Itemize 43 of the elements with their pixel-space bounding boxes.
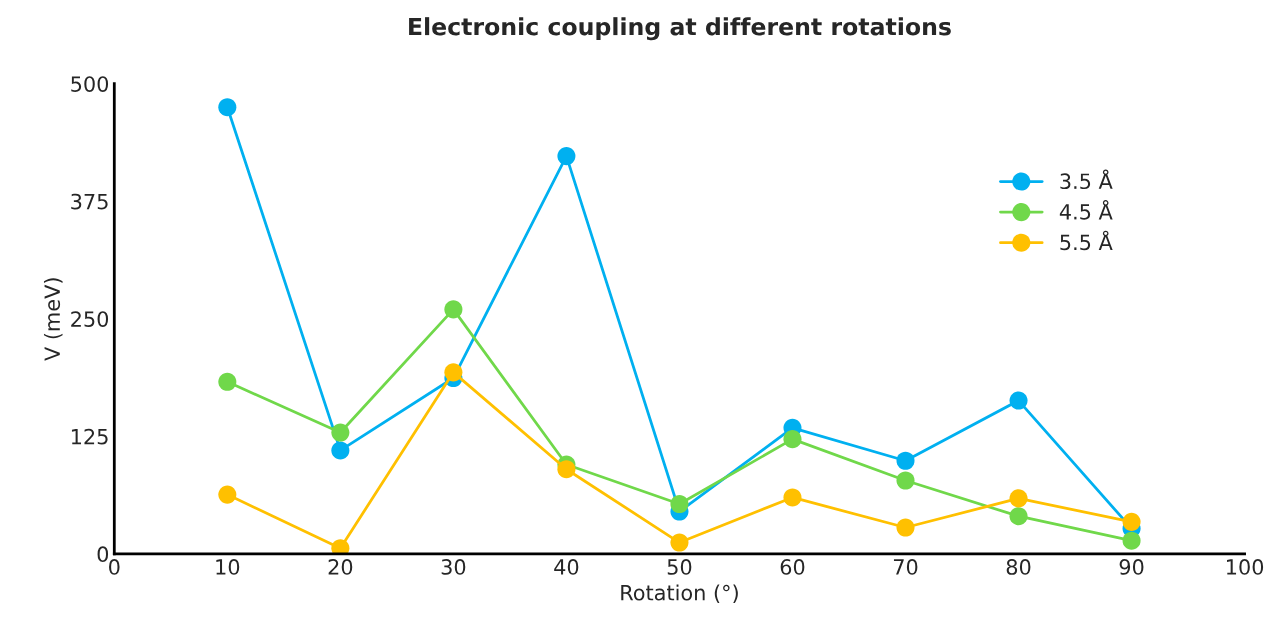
- point: [1122, 531, 1141, 550]
- point: [1009, 507, 1028, 526]
- point: [1009, 391, 1028, 410]
- x-tick-label: 0: [109, 559, 120, 575]
- point: [557, 460, 576, 479]
- point: [896, 518, 915, 537]
- y-axis-title: V (meV): [43, 278, 63, 361]
- point: [783, 488, 802, 507]
- legend-label: 5.5 Å: [1060, 230, 1113, 251]
- point: [444, 300, 463, 319]
- x-tick-label: 20: [328, 559, 353, 575]
- point: [218, 485, 237, 504]
- legend-label: 4.5 Å: [1059, 200, 1113, 220]
- x-tick-label: 40: [554, 559, 579, 575]
- point: [896, 451, 915, 470]
- point: [1009, 489, 1028, 508]
- x-axis-title: Rotation (°): [621, 584, 738, 603]
- point: [896, 471, 915, 490]
- x-tick-label: 30: [441, 559, 466, 575]
- point: [670, 494, 689, 514]
- x-tick-label: 60: [780, 559, 805, 575]
- point: [670, 533, 689, 552]
- point: [218, 372, 237, 391]
- chart-title: Electronic coupling at different rotations: [409, 17, 951, 41]
- point: [331, 423, 350, 442]
- point: [444, 363, 463, 382]
- y-tick-label: 500: [71, 76, 109, 92]
- point: [331, 441, 350, 460]
- point: [783, 430, 802, 449]
- x-tick-label: 80: [1006, 559, 1031, 575]
- x-tick-label: 10: [216, 559, 240, 575]
- point: [1122, 512, 1141, 531]
- point: [557, 147, 576, 166]
- x-tick-label: 90: [1119, 559, 1144, 575]
- x-tick-label: 100: [1227, 559, 1264, 575]
- y-tick-label: 250: [71, 311, 109, 327]
- x-tick-label: 50: [667, 559, 692, 575]
- x-tick-label: 70: [893, 559, 918, 575]
- y-tick-label: 125: [71, 428, 108, 445]
- y-tick-label: 375: [71, 193, 108, 210]
- point: [218, 98, 237, 117]
- y-tick-label: 0: [97, 546, 109, 563]
- legend-label: 3.5 Å: [1060, 169, 1113, 190]
